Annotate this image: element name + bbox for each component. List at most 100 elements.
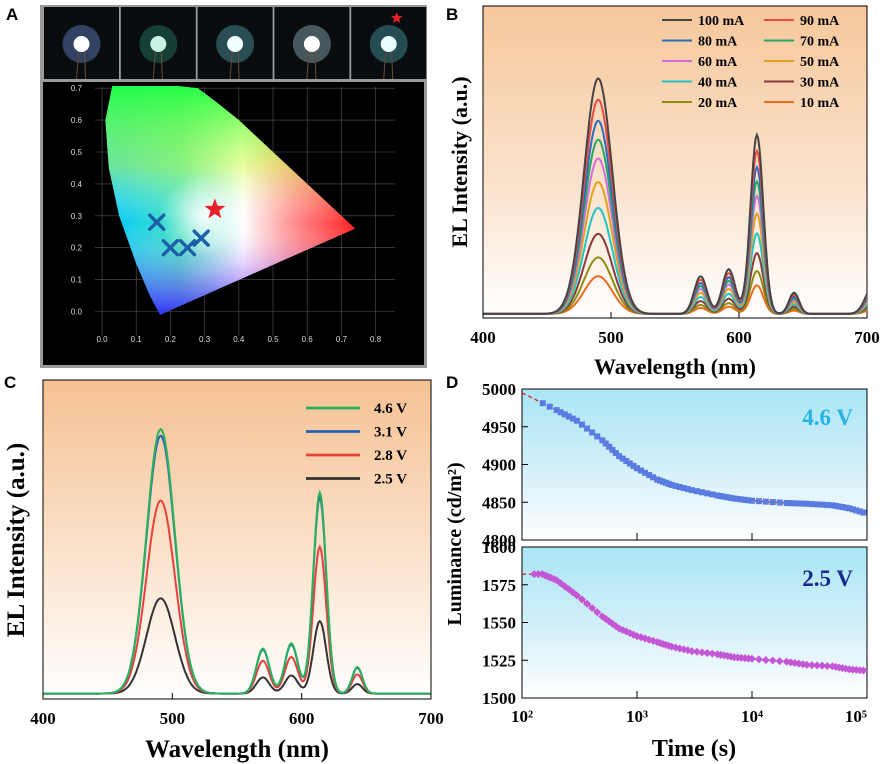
cie-y-tick: 0.4 xyxy=(71,180,83,189)
legend-label: 30 mA xyxy=(800,76,840,91)
legend-label: 60 mA xyxy=(698,55,738,70)
y-tick-label: 1500 xyxy=(482,689,516,708)
x-tick-label: 700 xyxy=(854,328,880,347)
panel-d-top-voltage-label: 4.6 V xyxy=(802,405,853,430)
x-tick-label: 600 xyxy=(726,328,752,347)
x-tick-label: 10⁴ xyxy=(741,707,763,726)
cie-x-tick: 0.6 xyxy=(302,335,314,344)
data-point-square xyxy=(770,499,776,505)
legend-label: 20 mA xyxy=(698,96,738,111)
cie-y-tick: 0.0 xyxy=(71,308,83,317)
cie-y-tick: 0.5 xyxy=(71,148,83,157)
cie-y-tick: 0.2 xyxy=(71,244,83,253)
y-tick-label: 4850 xyxy=(482,493,516,512)
panel-b-xlabel: Wavelength (nm) xyxy=(594,354,756,379)
led-glow xyxy=(227,36,243,52)
panel-b: B 100 mA 90 mA 80 mA 70 mA 60 mA 50 mA 40 mA 30… xyxy=(446,5,880,379)
data-point-square xyxy=(756,498,762,504)
x-tick-label: 400 xyxy=(30,709,56,728)
figure-canvas: A 0.0 0.1 0.2 0.3 0.4 0.5 0.6 0.7 0.8 0.0 0.1 0.2 0.… xyxy=(0,0,886,764)
x-tick-label: 10² xyxy=(511,707,533,726)
x-tick-label: 500 xyxy=(160,709,186,728)
data-point-square xyxy=(763,499,769,505)
y-tick-label: 1600 xyxy=(482,538,516,557)
cie-x-tick: 0.5 xyxy=(267,335,279,344)
cie-y-tick: 0.6 xyxy=(71,116,83,125)
data-point-square xyxy=(819,502,825,508)
y-tick-label: 5000 xyxy=(482,380,516,399)
legend-label: 50 mA xyxy=(800,55,840,70)
cie-y-tick: 0.1 xyxy=(71,276,83,285)
panel-c-plot-area xyxy=(43,380,431,699)
panel-a: A 0.0 0.1 0.2 0.3 0.4 0.5 0.6 0.7 0.8 0.0 0.1 0.2 0.… xyxy=(6,5,427,368)
cie-x-tick: 0.7 xyxy=(336,335,348,344)
panel-c-label: C xyxy=(4,373,16,392)
cie-x-tick: 0.0 xyxy=(96,335,108,344)
x-tick-label: 10³ xyxy=(626,707,648,726)
legend-label: 90 mA xyxy=(800,14,840,29)
panel-c-ylabel: EL Intensity (a.u.) xyxy=(3,443,30,637)
led-glow xyxy=(381,36,397,52)
led-glow xyxy=(150,36,166,52)
data-point-square xyxy=(804,501,810,507)
y-tick-label: 4900 xyxy=(482,456,516,475)
panel-b-ylabel: EL Intensity (a.u.) xyxy=(447,76,472,247)
x-tick-label: 700 xyxy=(418,709,444,728)
data-point-square xyxy=(584,426,590,432)
data-point-square xyxy=(540,400,546,406)
panel-a-label: A xyxy=(6,5,18,24)
x-tick-label: 10⁵ xyxy=(845,707,867,726)
panel-d-label: D xyxy=(446,373,458,392)
data-point-square xyxy=(777,500,783,506)
led-glow xyxy=(304,36,320,52)
data-point-square xyxy=(749,498,755,504)
cie-x-tick: 0.1 xyxy=(131,335,143,344)
cie-x-tick: 0.8 xyxy=(370,335,382,344)
data-point-square xyxy=(824,502,830,508)
cie-y-tick: 0.3 xyxy=(71,212,83,221)
panel-b-plot-area xyxy=(483,6,867,318)
panel-d-xlabel: Time (s) xyxy=(652,736,736,762)
y-tick-label: 1575 xyxy=(482,576,516,595)
data-point-square xyxy=(709,491,715,497)
legend-label: 4.6 V xyxy=(374,401,407,417)
cie-x-tick: 0.2 xyxy=(165,335,177,344)
data-point-square xyxy=(699,489,705,495)
led-glow xyxy=(74,36,90,52)
data-point-square xyxy=(547,404,553,410)
panel-c-xlabel: Wavelength (nm) xyxy=(145,736,329,763)
legend-label: 10 mA xyxy=(800,96,840,111)
data-point-square xyxy=(704,490,710,496)
panel-d-ylabel: Luminance (cd/m²) xyxy=(444,462,466,625)
panel-c: C 4.6 V 3.1 V 2.8 V 2.5 V 400 500 600 700 Wave… xyxy=(3,373,444,763)
legend-label: 80 mA xyxy=(698,35,738,50)
legend-label: 40 mA xyxy=(698,76,738,91)
panel-d-bottom-voltage-label: 2.5 V xyxy=(802,566,853,591)
data-point-square xyxy=(574,418,580,424)
x-tick-label: 400 xyxy=(470,328,496,347)
panel-d: D 48004850490049505000150015251550157516… xyxy=(444,373,867,762)
legend-label: 3.1 V xyxy=(374,425,407,441)
data-point-square xyxy=(809,501,815,507)
x-tick-label: 600 xyxy=(289,709,315,728)
y-tick-label: 4950 xyxy=(482,418,516,437)
y-tick-label: 1550 xyxy=(482,614,516,633)
data-point-square xyxy=(814,501,820,507)
data-point-square xyxy=(579,422,585,428)
cie-x-tick: 0.3 xyxy=(199,335,211,344)
data-point-square xyxy=(689,487,695,493)
led-photo-strip xyxy=(44,7,426,79)
data-point-square xyxy=(694,488,700,494)
panel-b-label: B xyxy=(446,5,458,24)
data-point-square xyxy=(589,429,595,435)
y-tick-label: 1525 xyxy=(482,651,516,670)
legend-label: 2.8 V xyxy=(374,448,407,464)
data-point-square xyxy=(860,510,866,516)
legend-label: 100 mA xyxy=(698,14,745,29)
data-point-square xyxy=(594,433,600,439)
x-tick-label: 500 xyxy=(598,328,624,347)
cie-x-tick: 0.4 xyxy=(233,335,245,344)
legend-label: 2.5 V xyxy=(374,472,407,488)
cie-y-tick: 0.7 xyxy=(71,84,83,93)
legend-label: 70 mA xyxy=(800,35,840,50)
